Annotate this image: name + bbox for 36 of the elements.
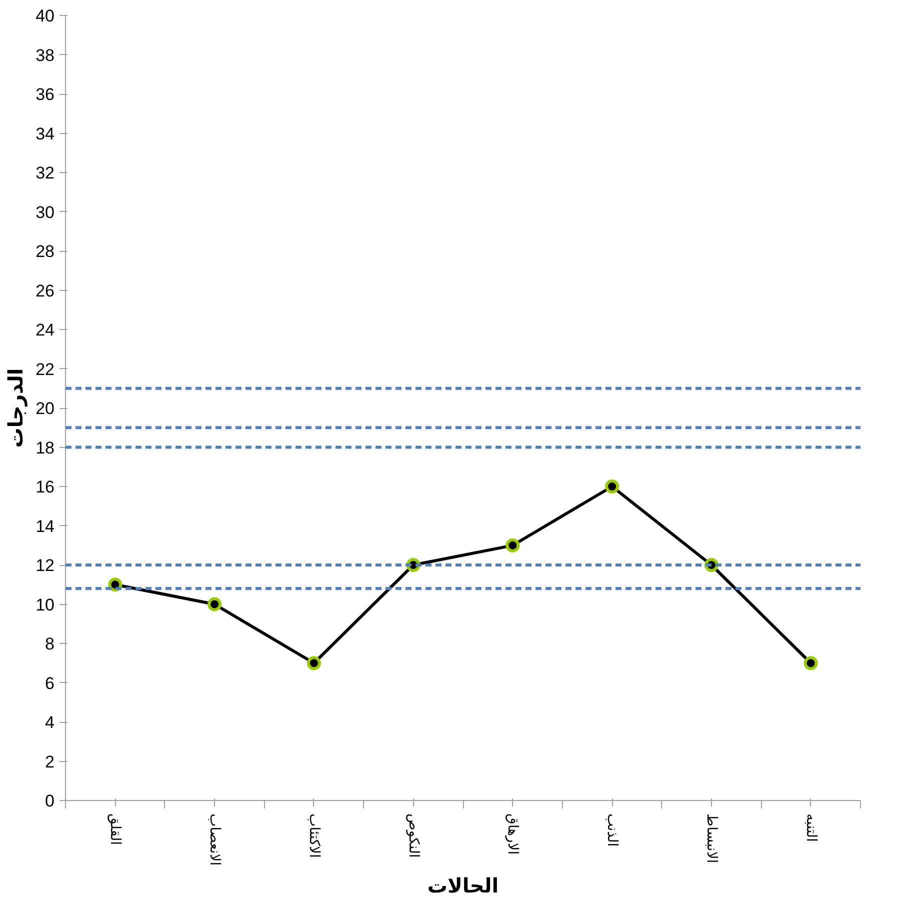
x-tick-label: الانبساط	[703, 814, 720, 864]
x-axis-title: الحالات	[427, 874, 499, 898]
y-tick-label: 34	[36, 124, 55, 144]
point	[208, 597, 222, 612]
y-tick-label: 4	[45, 713, 55, 732]
y-tick-label: 0	[45, 792, 55, 810]
y-tick-label: 20	[36, 399, 55, 418]
y-tick-label: 30	[36, 202, 55, 222]
point	[506, 538, 520, 552]
y-tick-label: 26	[36, 281, 55, 300]
y-tick-label: 2	[45, 752, 55, 772]
y-tick-label: 24	[36, 320, 55, 340]
y-tick-label: 36	[36, 85, 55, 104]
x-tick-label: التنبه	[802, 814, 819, 842]
y-tick-label: 14	[36, 516, 55, 536]
y-tick-label: 12	[36, 556, 55, 575]
x-tick-label: الانعصاب	[206, 814, 223, 866]
x-tick-label: القلق	[107, 814, 124, 846]
y-tick-label: 32	[36, 164, 55, 182]
x-tick-label: النكوص	[405, 814, 422, 858]
y-tick-label: 8	[45, 634, 55, 654]
y-tick-label: 40	[36, 6, 55, 26]
y-tick-label: 10	[36, 595, 55, 614]
y-tick-label: 28	[36, 242, 55, 261]
y-tick-label: 6	[45, 674, 55, 693]
y-tick-label: 22	[36, 360, 55, 379]
point	[306, 656, 321, 670]
y-tick-label: 38	[36, 46, 55, 65]
point	[804, 656, 818, 670]
y-tick-label: 18	[36, 438, 55, 458]
x-tick-label: الذنب	[604, 814, 620, 847]
y-axis-title: الدرجات	[4, 368, 28, 448]
y-tick-label: 16	[36, 478, 55, 496]
point	[605, 480, 620, 494]
x-tick-label: الاكتئاب	[306, 814, 322, 858]
x-tick-label: الارهاق	[504, 814, 521, 855]
